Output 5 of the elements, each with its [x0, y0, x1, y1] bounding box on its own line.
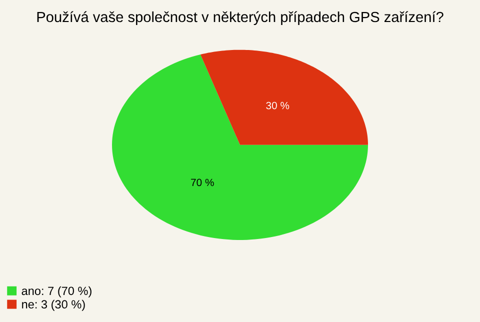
data-label: 30 % — [266, 102, 290, 110]
legend-label: ano: 7 (70 %) — [22, 286, 92, 298]
legend-label: ne: 3 (30 %) — [22, 300, 85, 311]
data-label: 70 % — [191, 178, 214, 186]
chart-title: Používá vaše společnost v některých případech GPS zařízení? — [37, 11, 444, 26]
